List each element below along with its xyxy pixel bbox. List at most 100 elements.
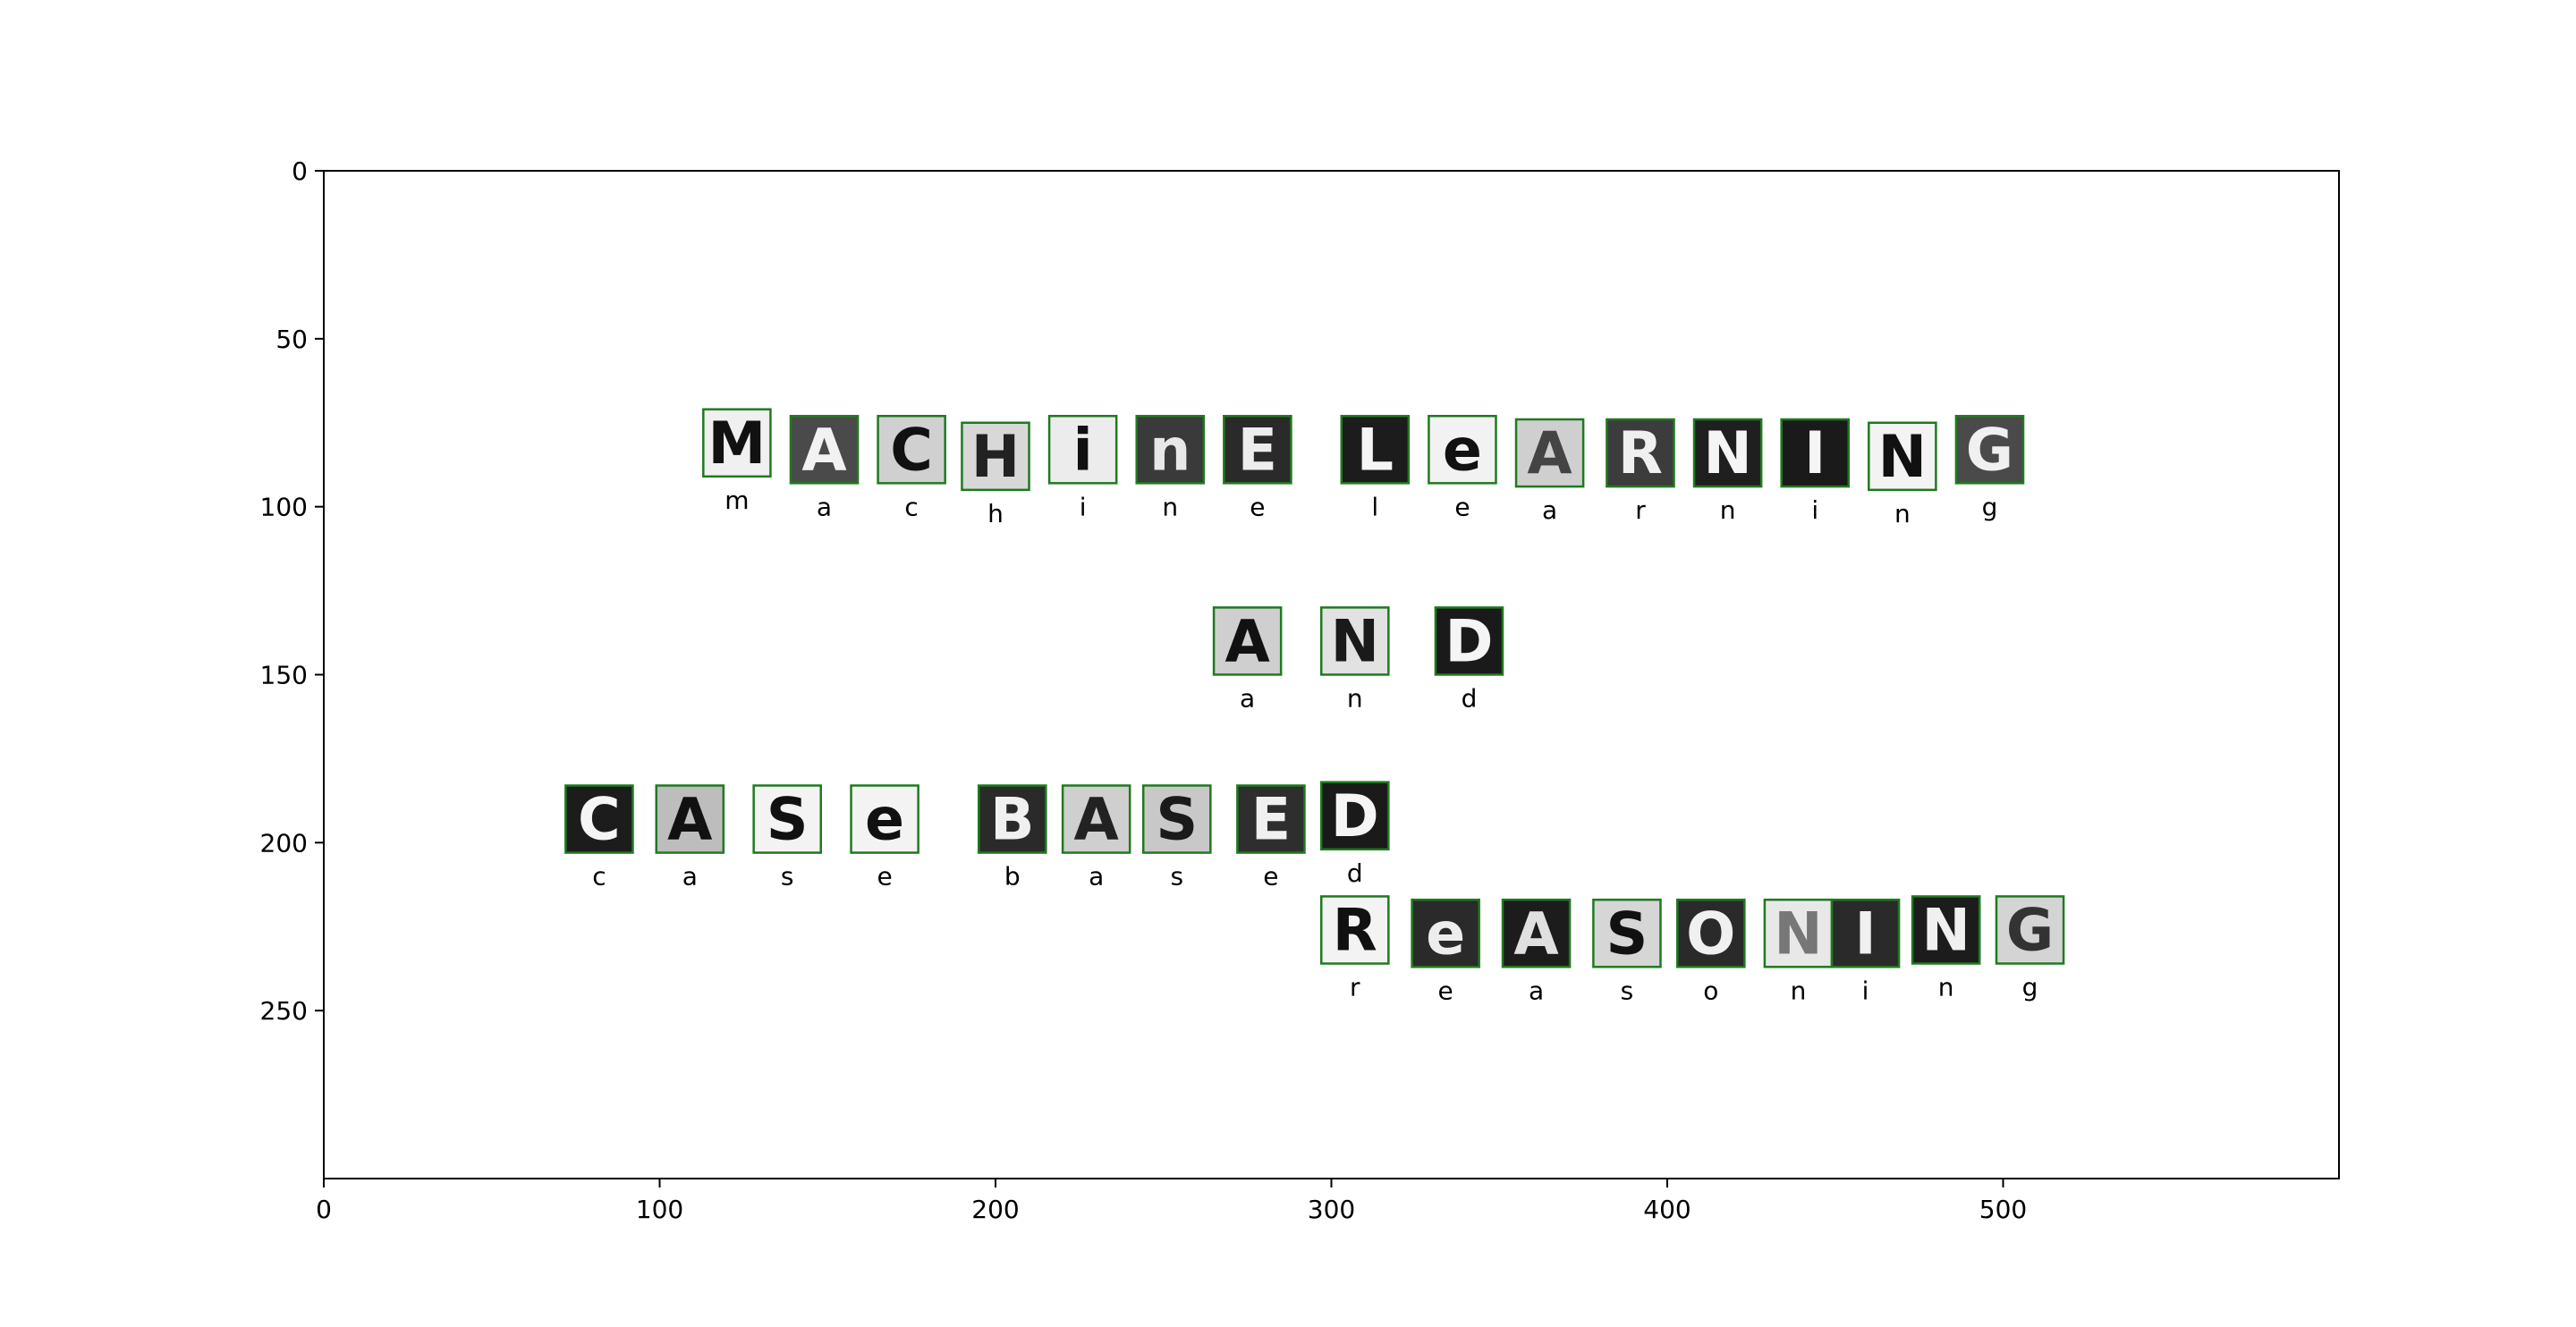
predicted-label: a xyxy=(817,492,832,521)
glyph-letter: A xyxy=(1527,420,1572,487)
glyph-crop xyxy=(656,785,724,853)
predicted-label: m xyxy=(724,486,749,515)
glyph-letter: N xyxy=(1331,608,1379,675)
glyph-letter: e xyxy=(1426,900,1465,968)
glyph-bounding-box xyxy=(1236,784,1306,854)
predicted-label: b xyxy=(1004,862,1021,892)
glyph-letter: A xyxy=(667,787,712,854)
glyph-crop xyxy=(1677,900,1745,968)
predicted-label: n xyxy=(1791,976,1807,1005)
predicted-label: s xyxy=(1170,862,1183,892)
glyph-crop xyxy=(753,785,821,853)
glyph-letter: C xyxy=(578,787,621,854)
glyph-crop xyxy=(1516,418,1584,487)
glyph-bounding-box xyxy=(1606,418,1675,488)
glyph-crop xyxy=(565,785,633,853)
glyph-crop xyxy=(1955,416,2024,484)
glyph-crop xyxy=(1411,900,1479,968)
glyph-bounding-box xyxy=(1676,898,1746,968)
glyph-crop xyxy=(1321,782,1389,849)
predicted-label: s xyxy=(1621,976,1634,1005)
glyph-letter: I xyxy=(1854,900,1876,968)
glyph-bounding-box xyxy=(1692,418,1763,488)
glyph-crop xyxy=(1868,422,1936,490)
glyph-letter: H xyxy=(971,424,1020,491)
glyph-layer: MmAaCcHhiinnEeLleeAaRrNnIiNnGgAaNnDdCcAa… xyxy=(564,408,2065,1005)
predicted-label: a xyxy=(1240,683,1255,713)
glyph-bounding-box xyxy=(1135,414,1206,485)
glyph-letter: L xyxy=(1357,417,1394,484)
glyph-letter: G xyxy=(2006,898,2054,965)
predicted-label: i xyxy=(1080,492,1087,521)
glyph-letter: E xyxy=(1238,417,1277,484)
glyph-crop xyxy=(1136,416,1204,484)
glyph-crop xyxy=(703,409,771,477)
x-tick-label: 100 xyxy=(636,1195,683,1224)
glyph-bounding-box xyxy=(1434,606,1504,676)
glyph-letter: N xyxy=(1921,898,1970,965)
glyph-letter: S xyxy=(1156,787,1198,854)
predicted-label: n xyxy=(1938,973,1954,1002)
glyph-letter: A xyxy=(1073,787,1118,854)
glyph-crop xyxy=(1341,416,1409,484)
word-2: Aa Nn Dd xyxy=(1212,606,1504,713)
glyph-bounding-box xyxy=(1592,898,1662,968)
glyph-bounding-box xyxy=(702,408,772,478)
predicted-label: l xyxy=(1371,492,1378,521)
glyph-letter: E xyxy=(1251,787,1291,854)
glyph-bounding-box xyxy=(1223,414,1292,485)
glyph-crop xyxy=(1996,896,2064,964)
predicted-label: n xyxy=(1720,495,1736,525)
glyph-letter: M xyxy=(708,410,767,478)
glyph-letter: A xyxy=(1513,900,1558,968)
glyph-bounding-box xyxy=(1212,606,1283,676)
glyph-bounding-box xyxy=(1141,784,1212,854)
glyph-crop xyxy=(1063,785,1131,853)
glyph-crop xyxy=(1781,418,1849,487)
glyph-letter: O xyxy=(1686,900,1735,968)
glyph-bounding-box xyxy=(1868,421,1937,492)
glyph-letter: e xyxy=(865,787,904,854)
glyph-bounding-box xyxy=(1340,414,1411,485)
glyph-crop xyxy=(1593,900,1661,968)
glyph-letter: D xyxy=(1331,783,1379,850)
y-tick-label: 50 xyxy=(275,325,308,354)
glyph-bounding-box xyxy=(1501,898,1572,968)
predicted-label: s xyxy=(781,862,794,892)
predicted-label: g xyxy=(1982,492,1998,521)
predicted-label: i xyxy=(1862,976,1869,1005)
glyph-letter: S xyxy=(767,787,809,854)
glyph-bounding-box xyxy=(1428,414,1497,485)
glyph-crop xyxy=(962,422,1030,490)
glyph-letter: n xyxy=(1149,417,1191,484)
x-tick-label: 300 xyxy=(1308,1195,1355,1224)
y-tick-label: 200 xyxy=(260,828,308,858)
glyph-letter: S xyxy=(1606,900,1648,968)
glyph-bounding-box xyxy=(1995,895,2065,965)
glyph-letter: N xyxy=(1774,900,1822,968)
glyph-crop xyxy=(1321,896,1389,964)
axis-layer: 0 100 200 300 400 500 0 50 100 150 200 250 xyxy=(260,156,2340,1224)
y-tick-label: 100 xyxy=(260,493,308,522)
x-tick-label: 400 xyxy=(1643,1195,1690,1224)
predicted-label: r xyxy=(1350,973,1360,1002)
predicted-label: a xyxy=(682,862,698,892)
glyph-letter: C xyxy=(890,417,933,484)
y-tick-label: 0 xyxy=(292,156,308,186)
glyph-bounding-box xyxy=(1411,898,1480,968)
glyph-bounding-box xyxy=(1830,898,1901,968)
glyph-letter: R xyxy=(1618,420,1663,487)
predicted-label: c xyxy=(904,492,918,521)
glyph-crop xyxy=(877,416,945,484)
y-tick-label: 150 xyxy=(260,661,308,690)
glyph-letter: D xyxy=(1445,608,1493,675)
glyph-bounding-box xyxy=(977,784,1047,854)
glyph-bounding-box xyxy=(1911,895,1981,965)
glyph-crop xyxy=(1606,418,1674,487)
glyph-bounding-box xyxy=(1514,418,1585,488)
predicted-label: a xyxy=(1089,862,1104,892)
predicted-label: n xyxy=(1894,499,1911,528)
glyph-crop xyxy=(1143,785,1211,853)
glyph-letter: I xyxy=(1804,420,1826,487)
